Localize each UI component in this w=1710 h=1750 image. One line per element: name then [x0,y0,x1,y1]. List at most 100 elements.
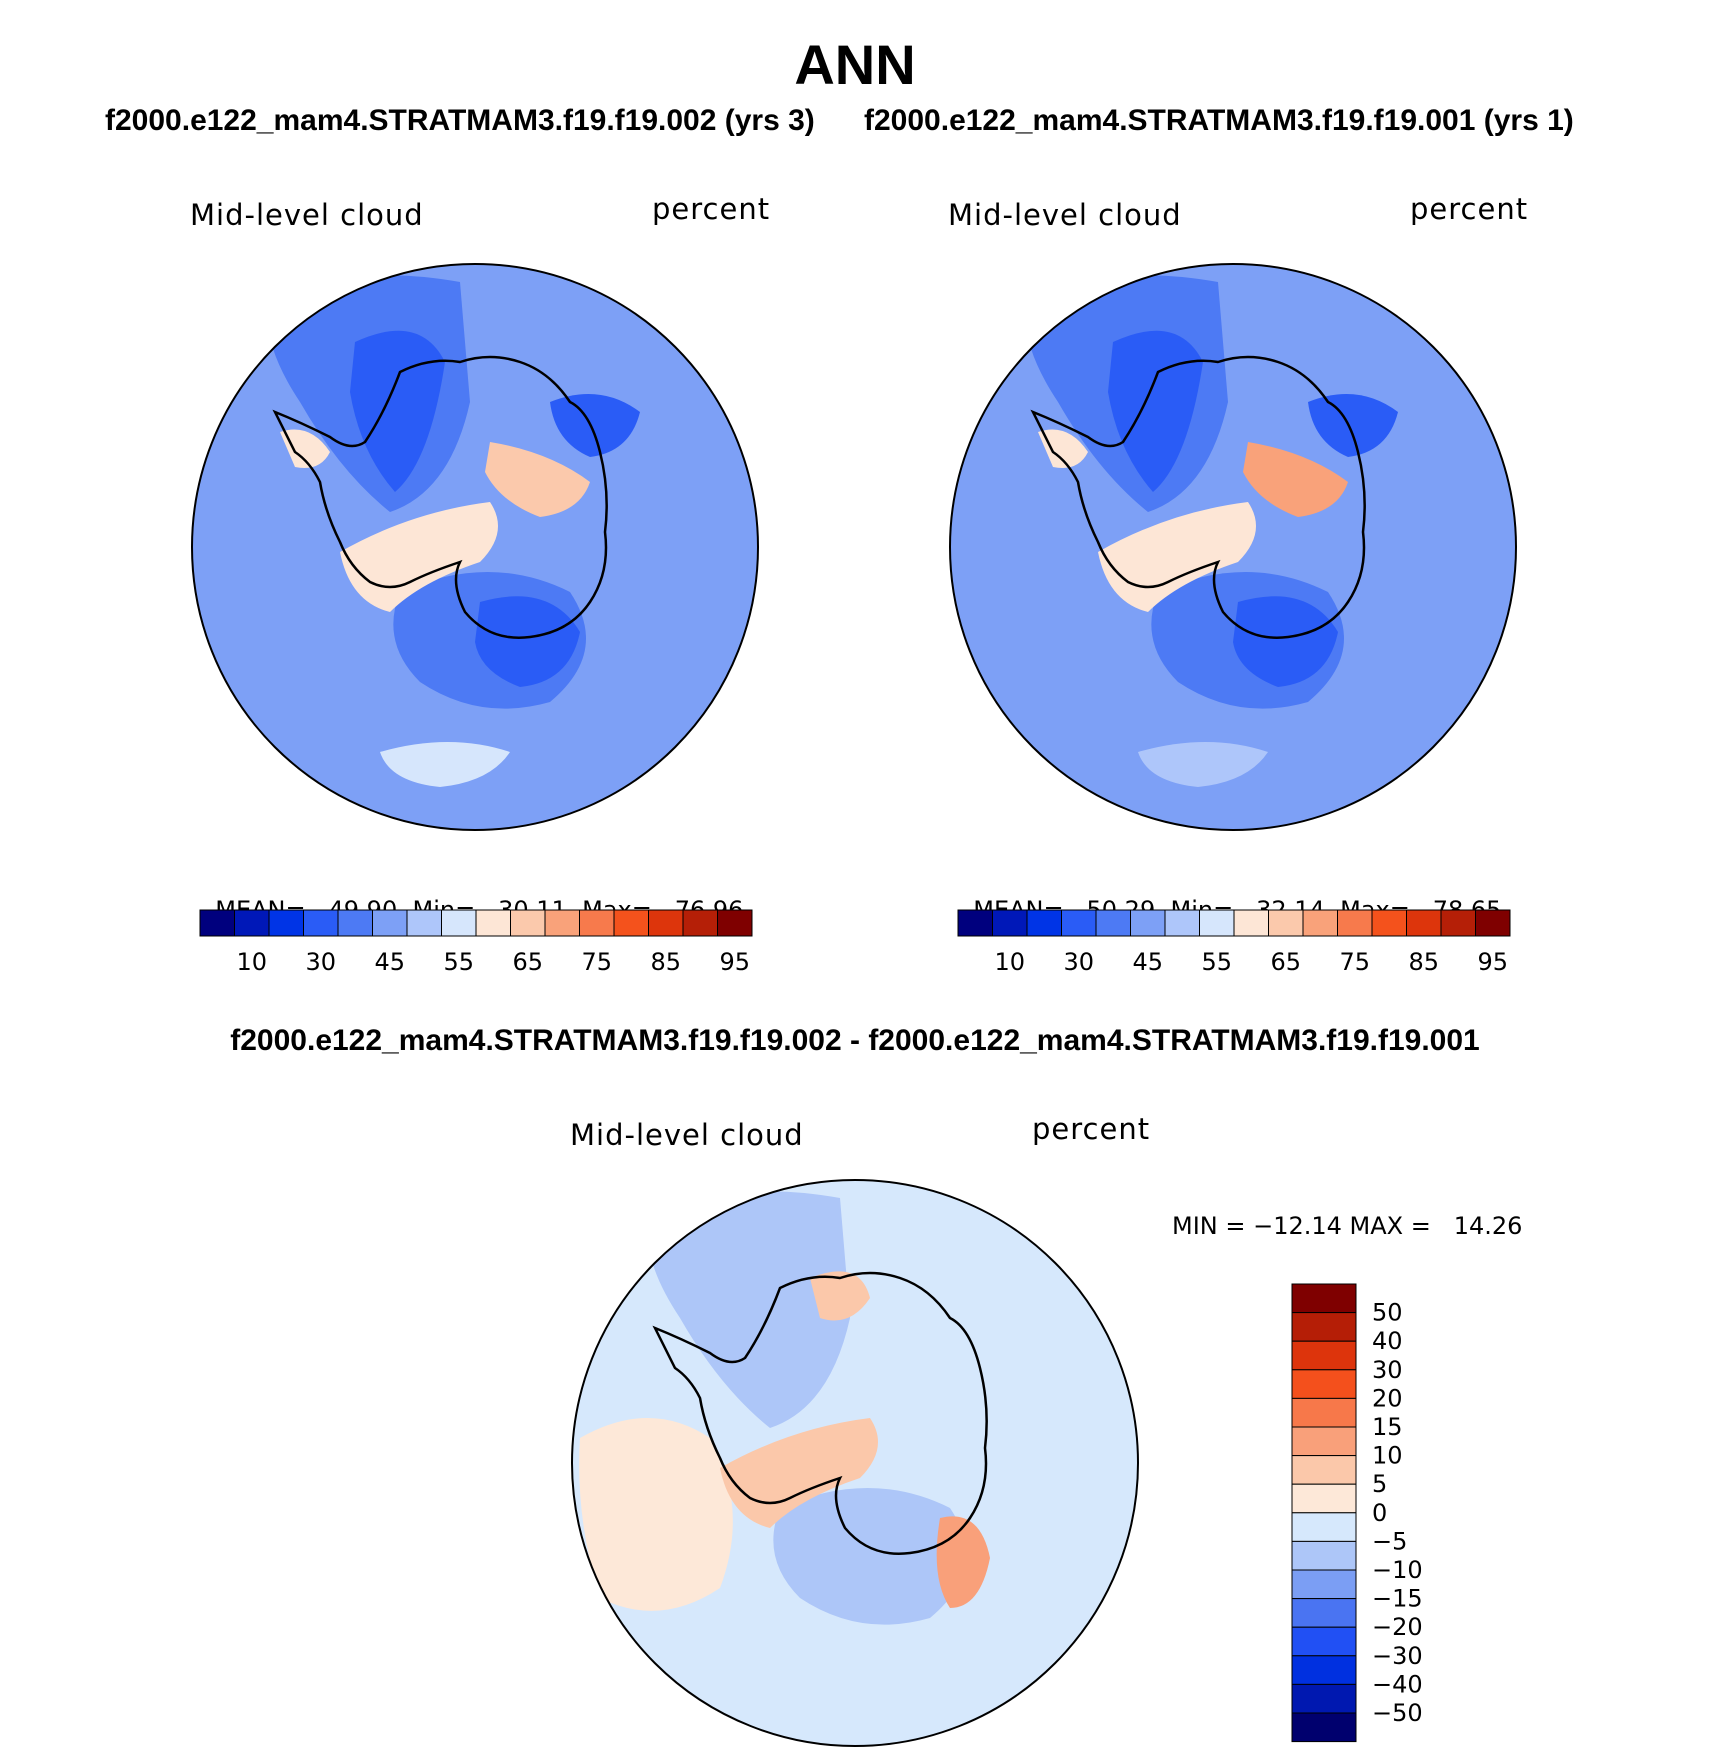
colorbar-tick-label: −30 [1372,1642,1423,1670]
colorbar-bin [337,909,373,937]
colorbar-bin [1291,1283,1357,1314]
map-boundary [571,1179,1139,1747]
colorbar-tick-label: 30 [1063,948,1094,976]
colorbar-bin [199,909,235,937]
colorbar-bin [1440,909,1476,937]
colorbar-bin [1291,1426,1357,1457]
contour-region-east-ais-peak [485,442,590,517]
colorbar-bin [1164,909,1200,937]
colorbar-tick-label: 75 [1339,948,1370,976]
colorbar-tick-label: 10 [236,948,267,976]
colorbar-bin [1291,1455,1357,1485]
contour-region-ne-core [1308,394,1398,457]
diff-field-label: Mid-level cloud [570,1118,804,1152]
contour-region-nw-core [350,330,445,492]
colorbar-bin [717,909,753,937]
right-colorbar: 10 30 45 55 65 75 85 95 [957,909,1511,976]
colorbar-tick-label: −5 [1372,1527,1407,1555]
colorbar-bin [1291,1683,1357,1714]
colorbar-bin [1291,1397,1357,1428]
colorbar-tick-label: 85 [650,948,681,976]
colorbar-bin [1291,1369,1357,1399]
colorbar-bin [406,909,442,937]
colorbar-bin [613,909,649,937]
antarctica-coastline [1030,355,1366,639]
colorbar-tick-label: −15 [1372,1585,1423,1613]
colorbar-tick-label: 20 [1372,1384,1403,1412]
colorbar-tick-label: −20 [1372,1613,1423,1641]
difference-title: f2000.e122_mam4.STRATMAM3.f19.f19.002 - … [230,1024,1480,1057]
diff-units-label: percent [1032,1112,1151,1146]
colorbar-bin [475,909,511,937]
left-map [191,263,759,831]
colorbar-bin [1291,1512,1357,1542]
colorbar-bin [544,909,580,937]
colorbar-tick-label: 55 [443,948,474,976]
colorbar-tick-label: 15 [1372,1413,1403,1441]
colorbar-bin [1233,909,1269,937]
colorbar-tick-label: 95 [1477,948,1508,976]
contour-region-peninsula [1038,429,1088,468]
contour-region-ross-core [475,596,580,687]
colorbar-tick-label: 65 [1270,948,1301,976]
colorbar-tick-label: 10 [994,948,1025,976]
contour-region-nw-core [1108,330,1203,492]
contour-region-west-warm [579,1418,733,1611]
colorbar-bin [1061,909,1097,937]
colorbar-bin [1291,1540,1357,1571]
colorbar-bin [1291,1626,1357,1657]
contour-region-peninsula [280,429,330,468]
colorbar-bin [1268,909,1304,937]
colorbar-bin [1291,1655,1357,1685]
colorbar-bin [1406,909,1442,937]
contour-region-north-warm [810,1271,870,1321]
right-units-label: percent [1410,192,1529,226]
colorbar-bin [992,909,1028,937]
map-boundary [949,263,1517,831]
colorbar-bin [510,909,546,937]
left-colorbar: 10 30 45 55 65 75 85 95 [199,909,753,976]
contour-region-east-ais-peak [1243,442,1348,517]
difference-map [571,1179,1139,1747]
colorbar-tick-label: 30 [305,948,336,976]
colorbar-tick-label: 30 [1372,1356,1403,1384]
colorbar-bin [1371,909,1407,937]
colorbar-bin [1302,909,1338,937]
contour-region-south-band [1138,742,1268,787]
colorbar-tick-label: −50 [1372,1699,1423,1727]
colorbar-tick-label: 45 [1132,948,1163,976]
colorbar-bin [1199,909,1235,937]
map-boundary [191,263,759,831]
left-units-label: percent [652,192,771,226]
colorbar-bin [579,909,615,937]
colorbar-bin [1291,1312,1357,1342]
contour-region-south-band [380,742,510,787]
colorbar-bin [268,909,304,937]
colorbar-tick-label: −40 [1372,1670,1423,1698]
colorbar-tick-label: 0 [1372,1499,1387,1527]
antarctica-coastline [652,1271,988,1555]
figure-title: ANN [794,33,916,96]
right-map [949,263,1517,831]
colorbar-tick-label: 75 [581,948,612,976]
contour-region-ne-core [550,394,640,457]
colorbar-bin [1475,909,1511,937]
colorbar-bin [1337,909,1373,937]
antarctica-coastline [272,355,608,639]
colorbar-bin [1291,1712,1357,1743]
colorbar-tick-label: 65 [512,948,543,976]
colorbar-tick-label: 40 [1372,1327,1403,1355]
colorbar-bin [1291,1569,1357,1600]
colorbar-bin [303,909,339,937]
colorbar-bin [957,909,993,937]
colorbar-bin [1130,909,1166,937]
right-case-title: f2000.e122_mam4.STRATMAM3.f19.f19.001 (y… [864,104,1574,137]
colorbar-bin [441,909,477,937]
contour-region-ross-sea [773,1488,966,1625]
colorbar-tick-label: 85 [1408,948,1439,976]
colorbar-bin [372,909,408,937]
colorbar-bin [1291,1483,1357,1514]
colorbar-bin [1291,1598,1357,1628]
left-case-title: f2000.e122_mam4.STRATMAM3.f19.f19.002 (y… [105,104,815,137]
